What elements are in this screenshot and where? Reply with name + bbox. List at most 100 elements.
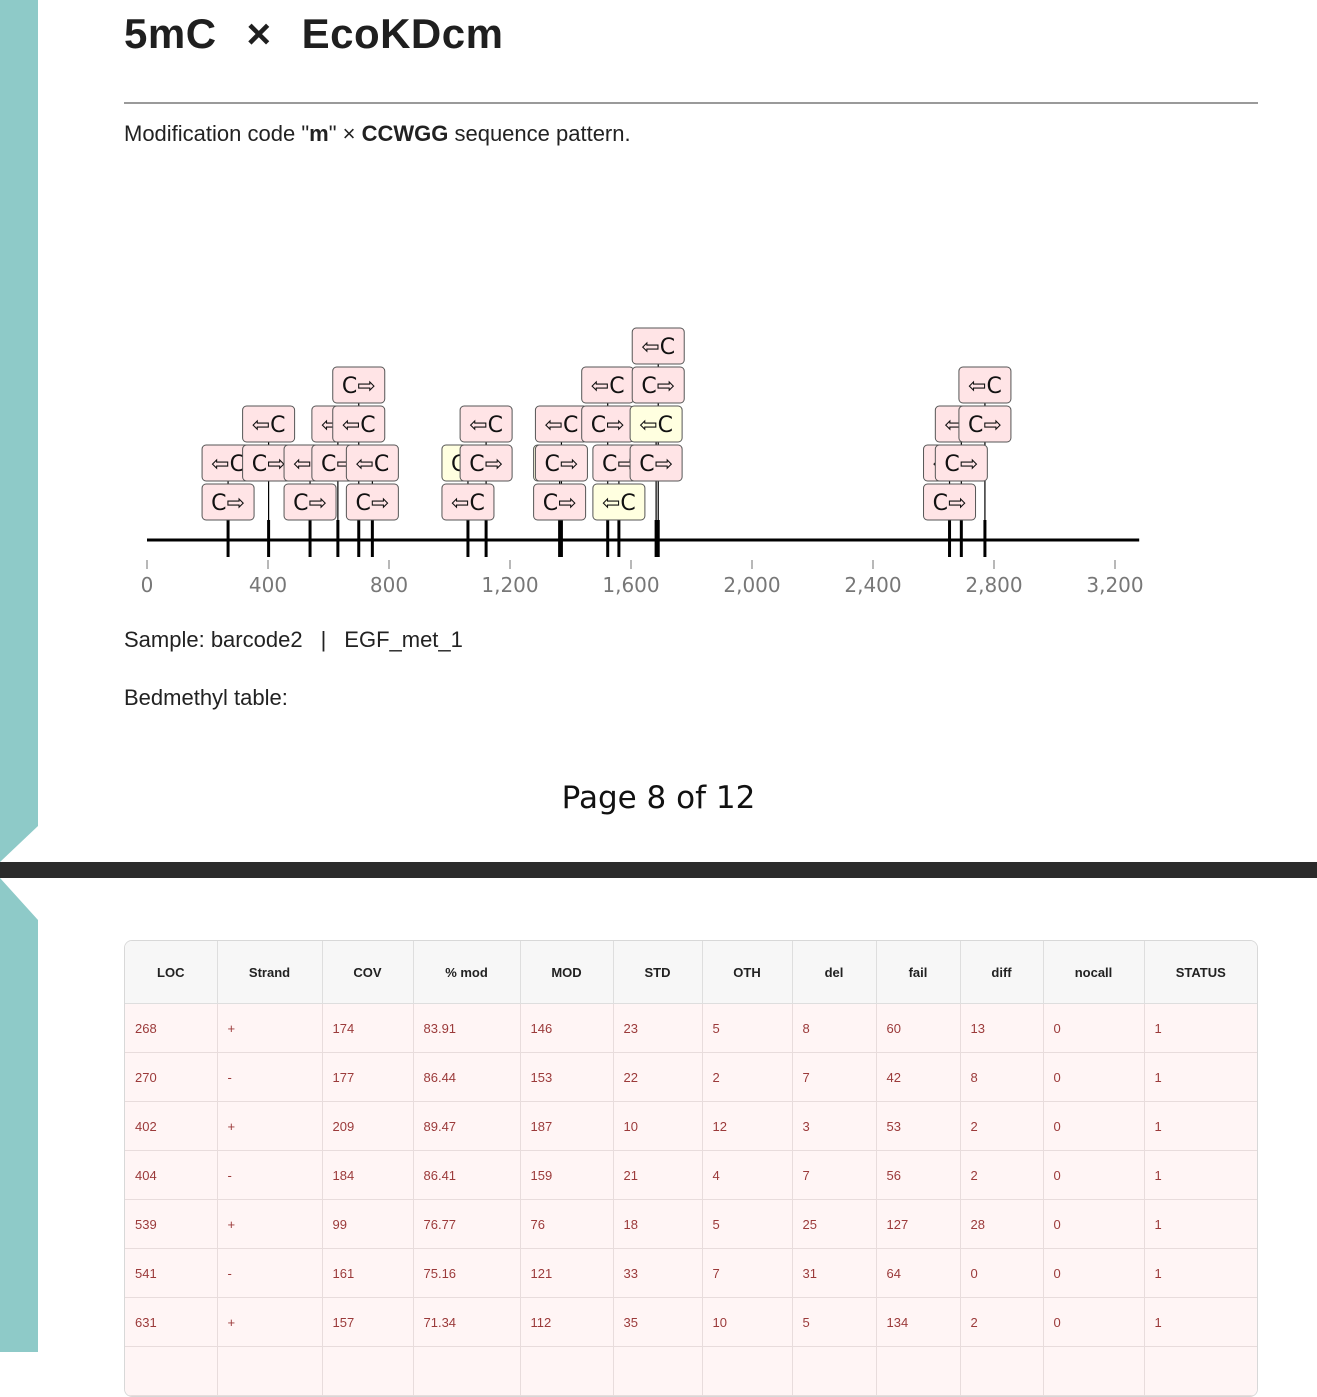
table-cell: 0 — [1043, 1248, 1145, 1298]
table-cell: 174 — [322, 1003, 414, 1053]
table-cell: 268 — [125, 1003, 218, 1053]
site-box-rect — [459, 444, 513, 482]
site-box-label: ⇦C — [602, 491, 636, 516]
table-cell: 25 — [792, 1199, 877, 1249]
title-mod: 5mC — [124, 10, 217, 57]
column-header: % mod — [413, 941, 521, 1004]
table-cell: 23 — [613, 1003, 703, 1053]
column-header: diff — [960, 941, 1044, 1004]
sequence-pattern: CCWGG — [361, 121, 449, 146]
site-box-label: C⇨ — [639, 452, 673, 477]
table-cell: 89.47 — [413, 1101, 521, 1151]
site-box: C⇨ — [533, 483, 587, 521]
site-box: ⇦C — [201, 444, 255, 482]
site-box-label: C⇨ — [543, 491, 577, 516]
table-cell: 86.44 — [413, 1052, 521, 1102]
site-box-rect — [923, 483, 977, 521]
site-box: ⇦C — [242, 405, 296, 443]
table-cell: 1 — [1144, 1297, 1257, 1347]
table-cell: 7 — [792, 1052, 877, 1102]
title-rule — [124, 102, 1258, 104]
table-cell: 134 — [876, 1297, 961, 1347]
page-title: 5mC × EcoKDcm — [124, 10, 503, 58]
table-cell: 60 — [876, 1003, 961, 1053]
table-row: 404-184 86.41 159 21 4 7 56 2 0 1 — [125, 1150, 1257, 1200]
table-cell — [125, 1346, 218, 1396]
table-cell: + — [217, 1101, 323, 1151]
site-box-rect — [459, 405, 513, 443]
column-header: fail — [876, 941, 961, 1004]
table-cell: 99 — [322, 1199, 414, 1249]
site-box-rect — [934, 444, 988, 482]
site-box-label: C⇨ — [252, 452, 286, 477]
sample-label: Sample: barcode2 — [124, 627, 303, 652]
table-cell: 0 — [1043, 1101, 1145, 1151]
table-cell: 21 — [613, 1150, 703, 1200]
site-box-label: C⇨ — [944, 452, 978, 477]
column-header: LOC — [125, 941, 218, 1004]
site-box-rect — [629, 405, 683, 443]
table-cell: 2 — [960, 1101, 1044, 1151]
table-row: 270-177 86.44 153 22 2 7 42 8 0 1 — [125, 1052, 1257, 1102]
site-box-label: ⇦C — [591, 374, 625, 399]
table-row — [125, 1346, 1257, 1396]
table-cell — [1144, 1346, 1257, 1396]
site-box-rect — [332, 405, 386, 443]
table-cell: 161 — [322, 1248, 414, 1298]
table-cell — [613, 1346, 703, 1396]
side-strip-top — [0, 0, 38, 862]
table-cell: 153 — [520, 1052, 614, 1102]
site-box-rect — [958, 366, 1012, 404]
site-box: C⇨ — [958, 405, 1012, 443]
table-cell: 13 — [960, 1003, 1044, 1053]
column-header: Strand — [217, 941, 323, 1004]
table-header-row: LOC Strand COV% mod MOD STD OTH del fail diff noc… — [125, 941, 1257, 1004]
site-box: C⇨ — [345, 483, 399, 521]
table-cell — [876, 1346, 961, 1396]
table-cell: 33 — [613, 1248, 703, 1298]
table-cell — [413, 1346, 521, 1396]
table-cell: 209 — [322, 1101, 414, 1151]
table-cell: 56 — [876, 1150, 961, 1200]
site-box-label: ⇦C — [211, 452, 245, 477]
table-cell: 53 — [876, 1101, 961, 1151]
table-cell: 2 — [960, 1297, 1044, 1347]
site-box: ⇦C — [459, 405, 513, 443]
table-cell: 1 — [1144, 1003, 1257, 1053]
site-box-rect — [201, 483, 255, 521]
site-box: ⇦C — [441, 483, 495, 521]
site-box-rect — [441, 483, 495, 521]
site-box: C⇨ — [631, 366, 685, 404]
site-box-label: C⇨ — [641, 374, 675, 399]
site-box-label: C⇨ — [591, 413, 625, 438]
table-cell: 631 — [125, 1297, 218, 1347]
table-cell: 64 — [876, 1248, 961, 1298]
site-box: C⇨ — [629, 444, 683, 482]
table-cell: 1 — [1144, 1101, 1257, 1151]
page-divider — [0, 862, 1317, 878]
table-cell: 404 — [125, 1150, 218, 1200]
site-box-label: C⇨ — [293, 491, 327, 516]
table-cell: 8 — [960, 1052, 1044, 1102]
tick-label: 0 — [141, 573, 154, 597]
tick-label: 2,800 — [965, 573, 1022, 597]
table-cell: 12 — [702, 1101, 793, 1151]
table-cell: 0 — [1043, 1052, 1145, 1102]
table-cell: 2 — [702, 1052, 793, 1102]
modification-code: m — [309, 121, 329, 146]
table-cell: 1 — [1144, 1150, 1257, 1200]
table-cell: 10 — [613, 1101, 703, 1151]
table-cell: 5 — [702, 1199, 793, 1249]
site-box: ⇦C — [631, 327, 685, 365]
table-cell: 112 — [520, 1297, 614, 1347]
site-box-label: C⇨ — [355, 491, 389, 516]
table-cell — [702, 1346, 793, 1396]
column-header: COV — [322, 941, 414, 1004]
site-box-label: ⇦C — [639, 413, 673, 438]
table-cell: 5 — [702, 1003, 793, 1053]
table-cell — [322, 1346, 414, 1396]
bedmethyl-table: LOC Strand COV% mod MOD STD OTH del fail diff noc… — [124, 940, 1258, 1397]
table-cell: 42 — [876, 1052, 961, 1102]
sample-separator: | — [320, 627, 327, 652]
table-cell: 402 — [125, 1101, 218, 1151]
